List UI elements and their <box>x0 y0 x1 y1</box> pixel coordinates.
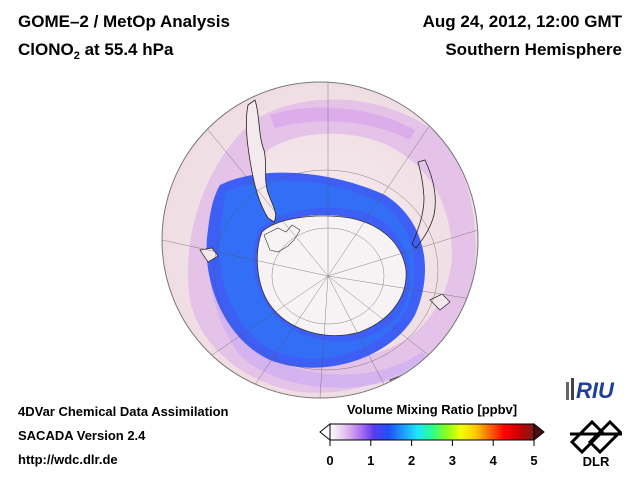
riu-logo-text: RIU <box>576 378 615 403</box>
dlr-emblem-icon <box>569 419 623 455</box>
colorbar-tick-label: 3 <box>448 453 456 468</box>
globe-outline <box>161 81 479 399</box>
dlr-logo-text: DLR <box>583 454 610 468</box>
pink-arc <box>270 107 415 140</box>
colorbar-max-arrow <box>533 422 545 442</box>
map-title: GOME–2 / MetOp Analysis <box>18 12 230 31</box>
antarctic-peninsula <box>263 224 301 253</box>
colorbar-title: Volume Mixing Ratio [ppbv] <box>346 402 518 417</box>
colorbar-gradient <box>329 423 535 441</box>
graticule <box>162 82 478 398</box>
riu-pillar-icon <box>566 382 569 400</box>
region-label: Southern Hemisphere <box>445 40 622 59</box>
footer-url: http://wdc.dlr.de <box>18 452 118 467</box>
colorbar-scale <box>319 422 545 446</box>
dlr-logo: DLR <box>569 419 623 468</box>
africa-coast <box>411 159 436 249</box>
colorbar: Volume Mixing Ratio [ppbv] 0 1 2 3 4 5 <box>316 402 548 476</box>
ring-inner-shade <box>219 180 415 359</box>
colorbar-tick-label: 0 <box>326 453 334 468</box>
south-america-coast <box>245 99 277 223</box>
colorbar-tick-label: 2 <box>407 453 416 468</box>
species-label: ClONO2 at 55.4 hPa <box>18 40 174 62</box>
riu-logo: RIU <box>566 378 615 403</box>
antarctica-continent <box>257 215 407 336</box>
globe-map <box>161 81 479 399</box>
colorbar-min-arrow <box>319 422 331 442</box>
footer-version: SACADA Version 2.4 <box>18 428 146 443</box>
colorbar-tick-label: 1 <box>367 453 375 468</box>
footer-method: 4DVar Chemical Data Assimilation <box>18 404 229 419</box>
datetime-label: Aug 24, 2012, 12:00 GMT <box>422 12 622 31</box>
riu-pillar-icon <box>571 378 574 400</box>
outer-lavender-band <box>208 190 430 388</box>
colorbar-tick-label: 4 <box>489 453 497 468</box>
colorbar-tick-label: 5 <box>530 453 538 468</box>
